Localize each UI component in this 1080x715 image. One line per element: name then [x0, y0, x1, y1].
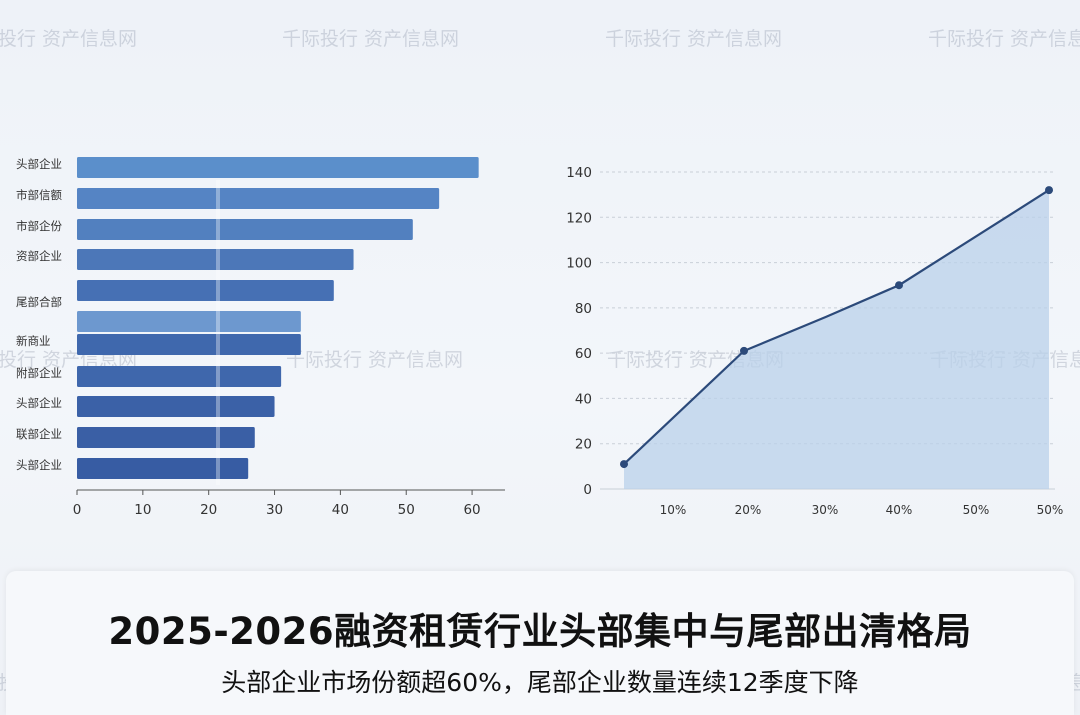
caption-title: 2025-2026融资租赁行业头部集中与尾部出清格局: [108, 610, 972, 653]
y-tick-label: 20: [575, 437, 592, 453]
y-tick-label: 60: [575, 346, 592, 362]
x-tick-label: 0: [73, 502, 82, 518]
category-label: 资部企业: [16, 249, 62, 263]
category-label: 头部企业: [16, 396, 62, 410]
category-label: 头部企业: [16, 458, 62, 472]
y-tick-label: 80: [575, 301, 592, 317]
bar: [77, 188, 440, 209]
category-label: 市部企份: [16, 219, 62, 233]
x-tick-label: 20%: [735, 503, 762, 517]
category-label: 头部企业: [16, 157, 62, 171]
x-tick-label: 40: [332, 502, 349, 518]
x-tick-label: 30%: [812, 503, 839, 517]
watermark: 千际投行 资产信息网: [0, 28, 138, 50]
area-fill: [624, 190, 1049, 489]
line-chart: 0 20 40 60 80 100 120 140 10% 20% 30% 40% 50% 50%: [566, 165, 1064, 517]
bar-chart: 头部企业市部信额市部企份资部企业尾部合部新商业附部企业头部企业联部企业头部企业0…: [16, 157, 505, 518]
watermark: 千际投行 资产信息网: [605, 28, 783, 50]
x-tick-label: 60: [463, 502, 480, 518]
bar: [77, 427, 255, 448]
caption-card: 2025-2026融资租赁行业头部集中与尾部出清格局 头部企业市场份额超60%，…: [6, 571, 1074, 715]
y-tick-label: 120: [566, 210, 592, 226]
series-line: [623, 189, 1050, 465]
data-point: [620, 460, 628, 469]
y-tick-label: 40: [575, 391, 592, 407]
bar: [77, 219, 413, 240]
x-tick-label: 20: [200, 502, 217, 518]
bar: [77, 280, 334, 301]
category-label: 尾部合部: [16, 295, 62, 309]
y-tick-label: 140: [566, 165, 592, 181]
watermark: 千际投行 资产信息网: [928, 28, 1080, 50]
watermark: 千际投行 资产信息网: [282, 28, 460, 50]
bar: [77, 249, 354, 270]
y-tick-label: 100: [566, 256, 592, 272]
category-label: 联部企业: [16, 427, 62, 441]
x-tick-label: 10%: [660, 503, 687, 517]
x-tick-label: 50%: [963, 503, 990, 517]
bar: [77, 458, 249, 479]
bar: [77, 311, 301, 332]
y-tick-label: 0: [583, 482, 592, 498]
bar: [77, 366, 282, 387]
x-tick-label: 50: [398, 502, 415, 518]
caption-subtitle: 头部企业市场份额超60%，尾部企业数量连续12季度下降: [221, 668, 859, 697]
x-tick-label: 50%: [1037, 503, 1064, 517]
x-tick-label: 30: [266, 502, 283, 518]
category-label: 市部信额: [16, 188, 62, 202]
data-point: [895, 281, 903, 290]
x-tick-label: 10: [134, 502, 151, 518]
category-label: 附部企业: [16, 366, 62, 380]
bar: [77, 157, 479, 178]
data-point: [740, 346, 748, 355]
bar: [77, 334, 301, 355]
x-tick-label: 40%: [886, 503, 913, 517]
bar: [77, 396, 275, 417]
data-point: [1045, 186, 1053, 195]
category-label: 新商业: [16, 334, 51, 348]
